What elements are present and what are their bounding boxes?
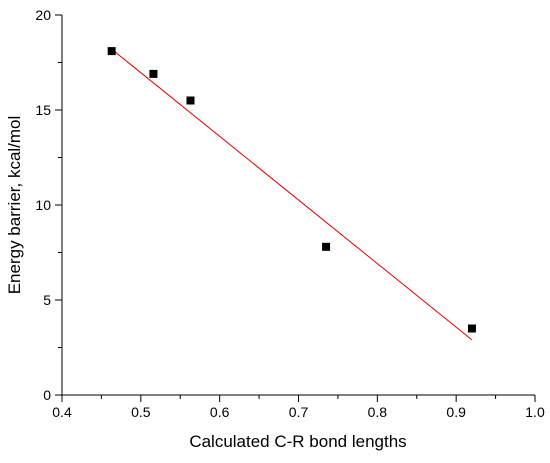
x-tick-label: 1.0 <box>525 404 545 420</box>
x-axis-title: Calculated C-R bond lengths <box>189 432 406 451</box>
y-axis-title: Energy barrier, kcal/mol <box>5 116 24 295</box>
data-point <box>467 324 476 333</box>
data-point <box>149 69 158 78</box>
y-tick-label: 0 <box>43 387 51 403</box>
x-tick-label: 0.6 <box>210 404 230 420</box>
y-tick-label: 10 <box>35 197 51 213</box>
fit-line-layer <box>111 48 473 341</box>
x-ticks: 0.4 0.5 0.6 0.7 0.8 0.9 1.0 <box>52 395 545 420</box>
data-point <box>186 96 195 105</box>
x-tick-label: 0.7 <box>289 404 309 420</box>
x-tick-label: 0.4 <box>52 404 72 420</box>
y-tick-label: 20 <box>35 7 51 23</box>
data-point <box>322 242 331 251</box>
y-tick-label: 5 <box>43 292 51 308</box>
plot-axes <box>61 15 535 396</box>
x-tick-label: 0.5 <box>131 404 151 420</box>
y-tick-label: 15 <box>35 102 51 118</box>
x-tick-label: 0.8 <box>368 404 388 420</box>
data-point <box>107 47 116 56</box>
y-ticks: 0 5 10 15 20 <box>35 7 62 403</box>
linear-fit-line <box>111 48 473 341</box>
data-points <box>107 47 476 333</box>
x-tick-label: 0.9 <box>446 404 466 420</box>
